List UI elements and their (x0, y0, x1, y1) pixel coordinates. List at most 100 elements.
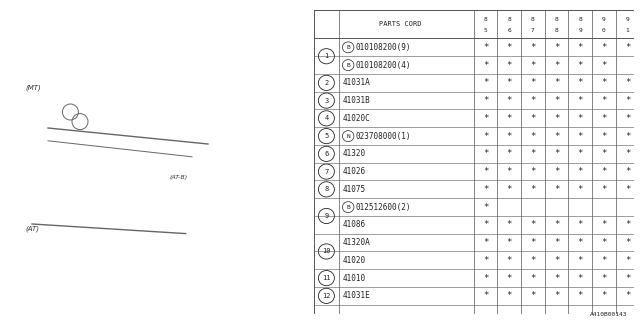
Text: *: * (506, 256, 512, 265)
Text: *: * (483, 132, 488, 140)
Text: *: * (554, 60, 559, 70)
Text: *: * (601, 43, 607, 52)
Text: *: * (625, 185, 630, 194)
Text: *: * (625, 78, 630, 87)
Text: *: * (530, 256, 536, 265)
Text: 1: 1 (324, 53, 328, 59)
Text: *: * (506, 114, 512, 123)
Text: *: * (601, 96, 607, 105)
Text: 010108200(4): 010108200(4) (356, 60, 411, 70)
Text: *: * (601, 274, 607, 283)
Text: 7: 7 (531, 28, 534, 33)
Text: *: * (577, 96, 583, 105)
Text: 7: 7 (324, 169, 328, 175)
Text: *: * (554, 132, 559, 140)
Text: 10: 10 (322, 248, 331, 254)
Text: *: * (530, 114, 536, 123)
Text: *: * (554, 43, 559, 52)
Text: *: * (483, 114, 488, 123)
Text: *: * (577, 43, 583, 52)
Text: *: * (625, 43, 630, 52)
Text: *: * (601, 114, 607, 123)
Text: 12: 12 (322, 293, 331, 299)
Text: *: * (554, 96, 559, 105)
Text: (MT): (MT) (26, 84, 42, 91)
Text: *: * (483, 149, 488, 158)
Text: *: * (483, 256, 488, 265)
Text: 1: 1 (626, 28, 629, 33)
Text: *: * (554, 220, 559, 229)
Text: *: * (506, 43, 512, 52)
Text: *: * (530, 96, 536, 105)
Text: 41075: 41075 (342, 185, 365, 194)
Text: 023708000(1): 023708000(1) (356, 132, 411, 140)
Text: *: * (530, 167, 536, 176)
Text: (AT-B): (AT-B) (170, 175, 188, 180)
Text: *: * (483, 291, 488, 300)
Text: 9: 9 (602, 17, 605, 22)
Text: *: * (506, 238, 512, 247)
Text: 9: 9 (324, 213, 328, 219)
Text: *: * (554, 149, 559, 158)
Text: *: * (577, 220, 583, 229)
Text: *: * (530, 132, 536, 140)
Text: 9: 9 (579, 28, 582, 33)
Text: *: * (625, 256, 630, 265)
Text: *: * (506, 132, 512, 140)
Text: 8: 8 (508, 17, 511, 22)
Text: *: * (577, 149, 583, 158)
Text: *: * (577, 114, 583, 123)
Text: *: * (601, 238, 607, 247)
Text: 8: 8 (324, 186, 328, 192)
Text: *: * (483, 203, 488, 212)
Text: 5: 5 (324, 133, 328, 139)
Text: *: * (625, 96, 630, 105)
Text: *: * (483, 238, 488, 247)
Text: 11: 11 (322, 275, 331, 281)
Text: *: * (554, 238, 559, 247)
Text: N: N (346, 134, 350, 139)
Text: *: * (506, 220, 512, 229)
Text: *: * (530, 238, 536, 247)
Text: *: * (625, 149, 630, 158)
Text: 41031B: 41031B (342, 96, 370, 105)
Text: *: * (530, 274, 536, 283)
Text: 41086: 41086 (342, 220, 365, 229)
Text: *: * (530, 149, 536, 158)
Text: *: * (577, 185, 583, 194)
Text: 8: 8 (484, 17, 487, 22)
Text: 8: 8 (555, 17, 558, 22)
Text: B: B (346, 204, 350, 210)
Text: *: * (506, 96, 512, 105)
Text: *: * (601, 132, 607, 140)
Text: *: * (577, 238, 583, 247)
Text: *: * (601, 78, 607, 87)
Text: *: * (483, 185, 488, 194)
Text: *: * (483, 78, 488, 87)
Text: *: * (601, 256, 607, 265)
Text: 2: 2 (324, 80, 328, 86)
Text: *: * (506, 78, 512, 87)
Text: 8: 8 (555, 28, 558, 33)
Text: PARTS CORD: PARTS CORD (379, 21, 421, 27)
Text: *: * (577, 256, 583, 265)
Text: *: * (554, 291, 559, 300)
Text: 6: 6 (508, 28, 511, 33)
Text: *: * (554, 114, 559, 123)
Text: 6: 6 (324, 151, 328, 157)
Text: *: * (625, 132, 630, 140)
Text: *: * (483, 274, 488, 283)
Text: *: * (601, 60, 607, 70)
Text: *: * (625, 167, 630, 176)
Text: *: * (506, 291, 512, 300)
Text: *: * (483, 96, 488, 105)
Text: *: * (577, 167, 583, 176)
Text: *: * (530, 220, 536, 229)
Text: *: * (530, 291, 536, 300)
Text: A410B00143: A410B00143 (589, 312, 627, 317)
Text: *: * (554, 167, 559, 176)
Text: *: * (554, 185, 559, 194)
Text: *: * (577, 291, 583, 300)
Text: 41031E: 41031E (342, 291, 370, 300)
Text: *: * (506, 274, 512, 283)
